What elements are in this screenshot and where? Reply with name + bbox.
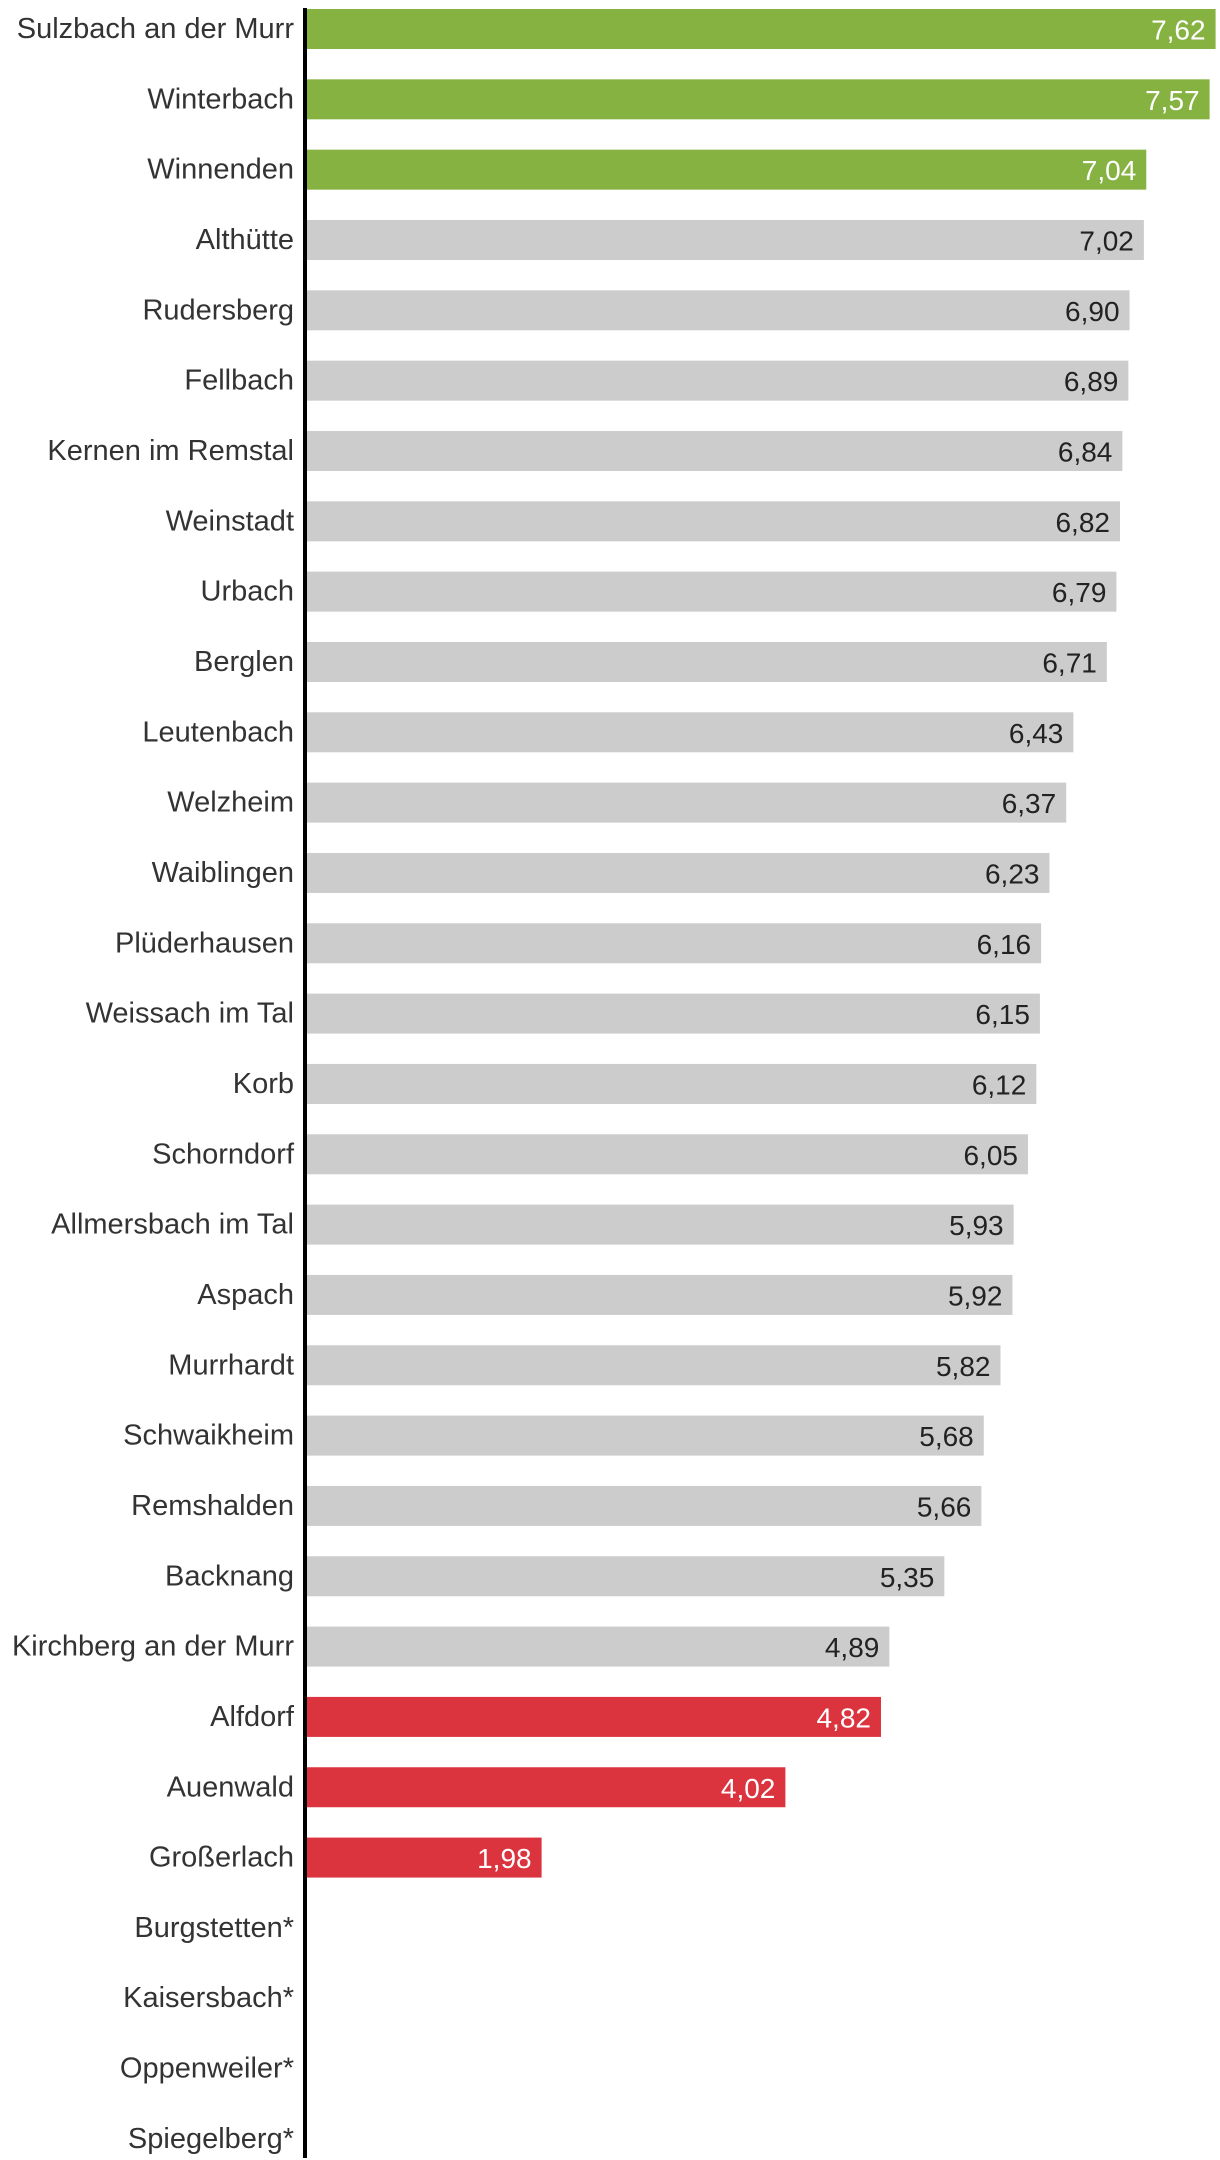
value-label-murrhardt: 5,82: [936, 1351, 991, 1382]
category-label-althuette: Althütte: [196, 224, 294, 256]
value-label-kernen-im-remstal: 6,84: [1058, 436, 1113, 467]
value-label-grosserlach: 1,98: [477, 1843, 532, 1874]
bar-fellbach: [305, 360, 1129, 401]
bar-weissach-im-tal: [305, 993, 1040, 1034]
bar-murrhardt: [305, 1345, 1001, 1386]
bars-layer: [305, 9, 1216, 1878]
value-label-kirchberg-an-der-murr: 4,89: [825, 1632, 880, 1663]
bar-schwaikheim: [305, 1415, 984, 1456]
category-label-schwaikheim: Schwaikheim: [123, 1420, 294, 1452]
category-label-berglen: Berglen: [194, 646, 294, 678]
bar-winterbach: [305, 79, 1210, 120]
category-label-kirchberg-an-der-murr: Kirchberg an der Murr: [12, 1631, 294, 1663]
category-label-schorndorf: Schorndorf: [152, 1138, 295, 1170]
category-label-sulzbach-an-der-murr: Sulzbach an der Murr: [17, 13, 295, 45]
category-label-fellbach: Fellbach: [184, 365, 294, 397]
value-label-rudersberg: 6,90: [1065, 296, 1120, 327]
value-label-welzheim: 6,37: [1002, 788, 1057, 819]
category-label-allmersbach-im-tal: Allmersbach im Tal: [51, 1209, 294, 1241]
bar-kernen-im-remstal: [305, 430, 1123, 471]
category-label-weissach-im-tal: Weissach im Tal: [86, 998, 294, 1030]
category-label-oppenweiler: Oppenweiler*: [120, 2053, 294, 2085]
value-label-weissach-im-tal: 6,15: [975, 999, 1030, 1030]
bar-auenwald: [305, 1767, 786, 1808]
value-label-auenwald: 4,02: [721, 1773, 776, 1804]
value-label-waiblingen: 6,23: [985, 858, 1040, 889]
value-label-remshalden: 5,66: [917, 1491, 972, 1522]
bar-leutenbach: [305, 712, 1074, 753]
category-label-alfdorf: Alfdorf: [210, 1701, 295, 1733]
bar-grosserlach: [305, 1837, 542, 1878]
value-labels-layer: 7,62 7,57 7,04 7,02 6,90 6,89 6,84 6,82 6,79 6,71…: [477, 15, 1205, 1875]
category-label-weinstadt: Weinstadt: [166, 505, 294, 537]
bar-allmersbach-im-tal: [305, 1204, 1014, 1245]
bar-aspach: [305, 1274, 1013, 1315]
bar-korb: [305, 1063, 1037, 1104]
bar-backnang: [305, 1556, 945, 1597]
value-label-backnang: 5,35: [880, 1562, 935, 1593]
bar-pluederhausen: [305, 923, 1042, 964]
category-label-backnang: Backnang: [165, 1560, 294, 1592]
category-label-winnenden: Winnenden: [147, 154, 294, 186]
category-label-waiblingen: Waiblingen: [152, 857, 294, 889]
category-label-auenwald: Auenwald: [167, 1771, 294, 1803]
category-label-aspach: Aspach: [197, 1279, 294, 1311]
value-label-schorndorf: 6,05: [963, 1140, 1018, 1171]
category-label-remshalden: Remshalden: [131, 1490, 294, 1522]
bar-welzheim: [305, 782, 1067, 823]
category-label-leutenbach: Leutenbach: [142, 716, 294, 748]
value-label-berglen: 6,71: [1042, 647, 1097, 678]
bar-alfdorf: [305, 1696, 881, 1737]
bar-urbach: [305, 571, 1117, 612]
value-label-althuette: 7,02: [1079, 225, 1134, 256]
value-label-sulzbach-an-der-murr: 7,62: [1151, 15, 1206, 46]
category-label-burgstetten: Burgstetten*: [134, 1912, 294, 1944]
bar-althuette: [305, 219, 1144, 260]
value-label-fellbach: 6,89: [1064, 366, 1119, 397]
bar-waiblingen: [305, 852, 1050, 893]
bar-sulzbach-an-der-murr: [305, 9, 1216, 49]
value-label-winterbach: 7,57: [1145, 85, 1200, 116]
bar-remshalden: [305, 1485, 982, 1526]
bar-berglen: [305, 641, 1107, 682]
bar-weinstadt: [305, 501, 1120, 542]
category-label-winterbach: Winterbach: [147, 83, 294, 115]
value-label-schwaikheim: 5,68: [919, 1421, 974, 1452]
bar-kirchberg-an-der-murr: [305, 1626, 890, 1667]
category-label-rudersberg: Rudersberg: [142, 294, 294, 326]
bar-rudersberg: [305, 290, 1130, 331]
value-label-alfdorf: 4,82: [816, 1702, 871, 1733]
value-label-winnenden: 7,04: [1082, 155, 1137, 186]
category-label-kaisersbach: Kaisersbach*: [123, 1982, 294, 2014]
value-label-allmersbach-im-tal: 5,93: [949, 1210, 1004, 1241]
value-label-urbach: 6,79: [1052, 577, 1107, 608]
category-label-pluederhausen: Plüderhausen: [115, 927, 294, 959]
value-label-weinstadt: 6,82: [1055, 507, 1110, 538]
category-label-kernen-im-remstal: Kernen im Remstal: [47, 435, 294, 467]
category-label-welzheim: Welzheim: [167, 787, 294, 819]
category-label-urbach: Urbach: [201, 576, 295, 608]
category-labels-layer: Sulzbach an der Murr Winterbach Winnenden A…: [12, 13, 295, 2155]
category-label-grosserlach: Großerlach: [149, 1842, 294, 1874]
value-label-leutenbach: 6,43: [1009, 718, 1064, 749]
bar-winnenden: [305, 149, 1147, 190]
bar-schorndorf: [305, 1134, 1028, 1175]
value-label-pluederhausen: 6,16: [977, 929, 1032, 960]
category-label-spiegelberg: Spiegelberg*: [128, 2123, 294, 2155]
category-label-korb: Korb: [233, 1068, 294, 1100]
value-label-korb: 6,12: [972, 1069, 1027, 1100]
category-label-murrhardt: Murrhardt: [168, 1349, 294, 1381]
value-label-aspach: 5,92: [948, 1280, 1003, 1311]
